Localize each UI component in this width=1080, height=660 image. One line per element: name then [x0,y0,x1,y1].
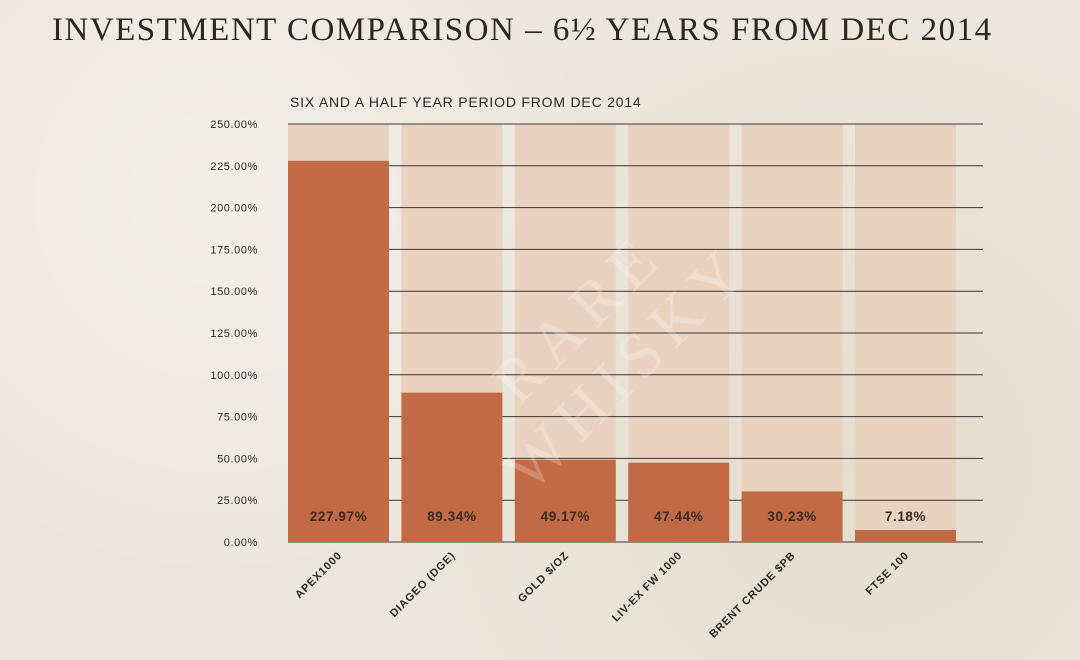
bars [288,160,956,542]
data-labels: 227.97% 89.34% 49.17% 47.44% 30.23% 7.18% [310,509,926,524]
y-tick-label: 175.00% [210,244,258,256]
y-axis-labels: 0.00% 25.00% 50.00% 75.00% 100.00% 125.00% 150… [210,119,258,549]
x-tick-label: GOLD $/OZ [516,550,571,605]
data-label: 47.44% [654,509,703,524]
page-title: INVESTMENT COMPARISON – 6½ YEARS FROM DE… [52,12,993,48]
y-tick-label: 125.00% [210,328,258,340]
bar [628,462,730,542]
data-label: 227.97% [310,509,368,524]
data-label: 30.23% [767,509,816,524]
x-tick-label: BRENT CRUDE $PB [707,550,798,641]
y-tick-label: 25.00% [217,495,258,507]
y-tick-label: 75.00% [217,412,258,424]
bar [514,459,616,542]
data-label: 7.18% [885,509,926,524]
y-tick-label: 0.00% [224,537,258,549]
bar [401,392,503,542]
y-tick-label: 200.00% [210,203,258,215]
y-tick-label: 100.00% [210,370,258,382]
data-label: 49.17% [541,509,590,524]
x-axis-labels: APEX1000 DIAGEO (DGE) GOLD $/OZ LIV-EX FW 1… [293,550,911,641]
y-tick-label: 150.00% [210,286,258,298]
bar [741,491,843,542]
y-tick-label: 225.00% [210,161,258,173]
x-tick-label: FTSE 100 [864,550,912,598]
x-tick-label: DIAGEO (DGE) [388,550,458,620]
bar [855,529,956,542]
data-label: 89.34% [427,509,476,524]
x-tick-label: LIV-EX FW 1000 [610,550,685,625]
y-tick-label: 50.00% [217,453,258,465]
x-tick-label: APEX1000 [293,550,344,601]
bar [288,160,389,542]
chart-title: SIX AND A HALF YEAR PERIOD FROM DEC 2014 [290,94,642,110]
y-tick-label: 250.00% [210,119,258,131]
